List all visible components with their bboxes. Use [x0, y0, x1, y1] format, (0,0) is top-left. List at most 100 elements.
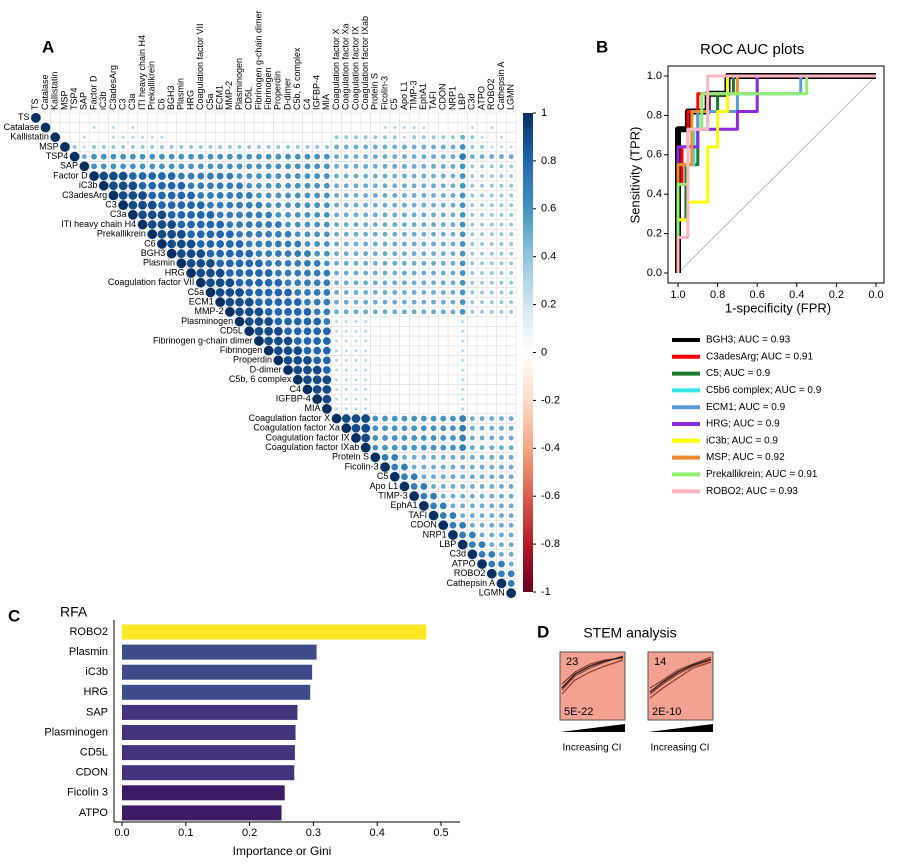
correlation-dot	[489, 280, 494, 285]
correlation-dot	[120, 153, 127, 160]
correlation-dot	[469, 513, 475, 518]
correlation-dot	[421, 280, 427, 286]
correlation-dot	[353, 309, 359, 315]
y-tick-label: Plasmin	[69, 646, 108, 658]
correlation-dot	[477, 559, 487, 569]
correlation-dot	[499, 454, 504, 460]
correlation-dot	[266, 145, 271, 149]
bar	[122, 765, 295, 781]
correlation-dot	[372, 231, 378, 237]
correlation-dot	[216, 259, 225, 268]
cell	[408, 112, 420, 123]
cell	[428, 335, 439, 347]
row-label: TAFI	[408, 510, 427, 520]
correlation-dot	[392, 309, 398, 315]
correlation-dot	[334, 290, 339, 295]
correlation-dot	[430, 415, 437, 422]
cell	[399, 393, 410, 405]
correlation-dot	[479, 493, 485, 499]
correlation-dot	[363, 241, 369, 247]
correlation-dot	[323, 308, 331, 316]
cell	[263, 112, 274, 123]
correlation-dot	[313, 337, 322, 345]
correlation-dot	[499, 135, 503, 139]
correlation-dot	[274, 269, 282, 277]
correlation-dot	[499, 203, 504, 208]
correlation-dot	[138, 210, 147, 220]
cell	[476, 122, 488, 133]
y-tick-label: SAP	[86, 706, 108, 718]
correlation-dot	[284, 327, 292, 336]
column-label: MIA	[321, 94, 331, 110]
correlation-dot	[109, 181, 118, 191]
correlation-dot	[343, 251, 349, 257]
correlation-dot	[284, 307, 292, 316]
correlation-dot	[440, 183, 446, 189]
cell	[496, 345, 507, 356]
correlation-dot	[354, 329, 358, 333]
correlation-dot	[120, 163, 127, 170]
correlation-dot	[314, 192, 321, 199]
correlation-dot	[431, 309, 436, 315]
stem-profile: 14 2E-10 Increasing CI	[647, 651, 714, 754]
correlation-dot	[322, 346, 331, 355]
correlation-dot	[480, 280, 484, 285]
correlation-dot	[285, 202, 291, 209]
correlation-dot	[206, 220, 215, 229]
correlation-dot	[353, 183, 359, 189]
correlation-dot	[402, 173, 407, 179]
correlation-dot	[176, 229, 186, 239]
column-label: Fibrinogen	[263, 67, 273, 110]
correlation-dot	[236, 211, 243, 219]
column-label: C3d	[467, 93, 477, 110]
correlation-dot	[421, 154, 427, 160]
correlation-dot	[294, 221, 301, 228]
cell	[505, 355, 517, 366]
cell	[176, 122, 187, 133]
correlation-dot	[91, 163, 97, 170]
cell	[467, 364, 478, 376]
cell	[379, 355, 391, 366]
cell	[370, 393, 381, 405]
correlation-dot	[450, 299, 456, 305]
correlation-dot	[450, 173, 456, 179]
correlation-dot	[256, 153, 262, 160]
correlation-dot	[421, 290, 427, 295]
cell	[399, 384, 410, 395]
correlation-dot	[89, 171, 99, 181]
correlation-dot	[343, 260, 349, 266]
correlation-dot	[411, 435, 418, 441]
correlation-dot	[382, 241, 388, 247]
correlation-dot	[265, 163, 272, 170]
correlation-dot	[226, 211, 234, 219]
correlation-dot	[60, 142, 70, 152]
correlation-dot	[489, 242, 494, 246]
correlation-dot	[440, 299, 446, 305]
column-label: Ficolin-3	[379, 76, 389, 110]
cell	[496, 355, 507, 366]
cell	[185, 122, 197, 133]
correlation-dot	[91, 153, 97, 160]
cell	[496, 393, 507, 405]
correlation-dot	[459, 202, 466, 209]
cell	[447, 403, 459, 414]
cell	[234, 112, 245, 123]
correlation-dot	[469, 454, 475, 460]
correlation-dot	[470, 135, 475, 140]
correlation-dot	[353, 241, 359, 247]
correlation-dot	[293, 355, 303, 365]
correlation-dot	[335, 320, 339, 324]
correlation-dot	[196, 240, 205, 248]
correlation-dot	[430, 492, 437, 500]
colorbar-tick-label: -0.2	[541, 394, 560, 406]
cell	[321, 122, 332, 133]
correlation-dot	[244, 297, 254, 307]
correlation-dot	[460, 474, 466, 480]
column-label: Plasmin	[176, 78, 186, 110]
correlation-dot	[265, 259, 273, 267]
correlation-dot	[188, 153, 194, 160]
cell	[476, 355, 488, 366]
correlation-dot	[509, 174, 514, 178]
correlation-dot	[274, 298, 283, 307]
